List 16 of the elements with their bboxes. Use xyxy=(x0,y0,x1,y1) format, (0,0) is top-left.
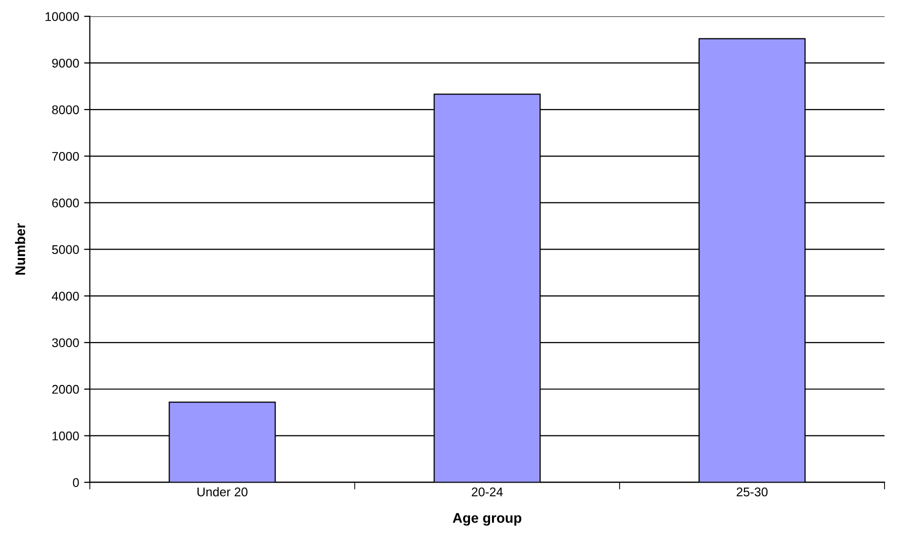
x-tick-label: 20-24 xyxy=(472,488,503,496)
y-tick-label: 2000 xyxy=(52,384,79,394)
y-tick-label: 9000 xyxy=(52,58,79,68)
y-tick-label: 7000 xyxy=(52,152,79,161)
y-tick-label: 6000 xyxy=(52,198,79,208)
y-axis-title: Number xyxy=(15,223,26,275)
x-tick-label: 25-30 xyxy=(736,488,768,496)
y-tick-label: 1000 xyxy=(52,432,79,440)
y-tick-label: 8000 xyxy=(52,105,79,114)
x-axis-title: Age group xyxy=(452,513,522,526)
x-tick-label: Under 20 xyxy=(198,487,248,496)
y-tick-label: 5000 xyxy=(52,245,79,254)
y-tick-label: 0 xyxy=(72,478,79,487)
y-tick-label: 4000 xyxy=(52,292,79,301)
y-tick-label: 3000 xyxy=(52,338,79,348)
y-tick-label: 10000 xyxy=(46,12,79,21)
